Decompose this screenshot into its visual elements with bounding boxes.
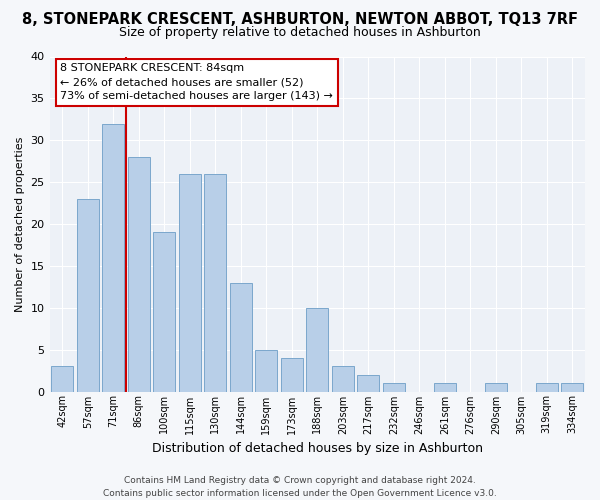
Bar [307,308,328,392]
Bar [485,383,506,392]
Bar [562,383,583,392]
Bar [383,383,404,392]
Bar [281,358,302,392]
Bar [536,383,557,392]
Text: 8, STONEPARK CRESCENT, ASHBURTON, NEWTON ABBOT, TQ13 7RF: 8, STONEPARK CRESCENT, ASHBURTON, NEWTON… [22,12,578,28]
Bar [205,174,226,392]
Bar [434,383,455,392]
Text: Size of property relative to detached houses in Ashburton: Size of property relative to detached ho… [119,26,481,39]
Bar [103,124,124,392]
Y-axis label: Number of detached properties: Number of detached properties [15,136,25,312]
X-axis label: Distribution of detached houses by size in Ashburton: Distribution of detached houses by size … [152,442,483,455]
Bar [332,366,353,392]
Bar [230,282,251,392]
Text: 8 STONEPARK CRESCENT: 84sqm
← 26% of detached houses are smaller (52)
73% of sem: 8 STONEPARK CRESCENT: 84sqm ← 26% of det… [60,63,333,101]
Bar [179,174,200,392]
Bar [358,375,379,392]
Text: Contains HM Land Registry data © Crown copyright and database right 2024.
Contai: Contains HM Land Registry data © Crown c… [103,476,497,498]
Bar [256,350,277,392]
Bar [52,366,73,392]
Bar [77,199,98,392]
Bar [154,232,175,392]
Bar [128,157,149,392]
